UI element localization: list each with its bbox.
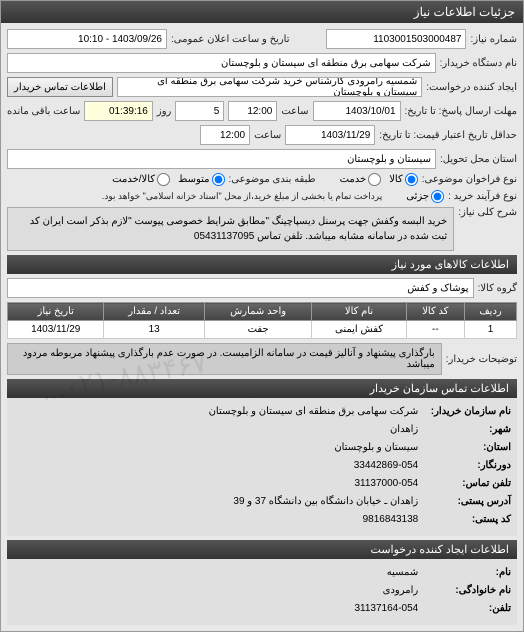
delivery-time: 12:00 bbox=[200, 125, 250, 145]
need-no-value: 1103001503000487 bbox=[326, 29, 466, 49]
creator-name: شمسیه bbox=[387, 567, 418, 578]
announce-dt-label: تاریخ و ساعت اعلان عمومی: bbox=[171, 34, 290, 45]
goods-section-title: اطلاعات کالاهای مورد نیاز bbox=[7, 255, 517, 274]
remain-label: ساعت باقی مانده bbox=[7, 106, 80, 117]
delivery-date: 1403/11/29 bbox=[285, 125, 375, 145]
contact-section-title: اطلاعات تماس سازمان خریدار bbox=[7, 379, 517, 398]
th-date: تاریخ نیاز bbox=[8, 303, 104, 321]
delivery-to-label: حداقل تاریخ اعتبار قیمت: تا تاریخ: bbox=[379, 130, 517, 141]
org-city: زاهدان bbox=[390, 424, 418, 435]
th-code: کد کالا bbox=[406, 303, 464, 321]
creator-tel: 31137164-054 bbox=[354, 603, 418, 614]
radio-goods[interactable]: کالا bbox=[389, 173, 418, 186]
type-label: طبقه بندی موضوعی: bbox=[229, 174, 316, 185]
need-no-label: شماره نیاز: bbox=[470, 34, 517, 45]
radio-service[interactable]: خدمت bbox=[340, 173, 382, 186]
pay-note: پرداخت تمام یا بخشی از مبلغ خرید،از محل … bbox=[102, 191, 382, 202]
org-name: شرکت سهامی برق منطقه ای سیستان و بلوچستا… bbox=[209, 406, 419, 417]
days-value: 5 bbox=[175, 101, 224, 121]
time-label: ساعت bbox=[281, 106, 308, 117]
goods-group-value: پوشاک و کفش bbox=[7, 278, 474, 298]
org-fax: 33442869-054 bbox=[354, 460, 419, 471]
requester-label: ایجاد کننده درخواست: bbox=[426, 82, 517, 93]
creator-section-title: اطلاعات ایجاد کننده درخواست bbox=[7, 540, 517, 559]
th-name: نام کالا bbox=[312, 303, 406, 321]
deadline-time: 12:00 bbox=[228, 101, 277, 121]
buyer-name-label: نام دستگاه خریدار: bbox=[440, 58, 517, 69]
org-province: سیستان و بلوچستان bbox=[334, 442, 418, 453]
creator-family: رامرودی bbox=[383, 585, 419, 596]
need-type-label: نوع فرآیند خرید : bbox=[448, 191, 517, 202]
creator-info-block: نام: شمسیه نام خانوادگی: رامرودی تلفن: 3… bbox=[7, 559, 517, 625]
class-radio-group: متوسط کالا/خدمت bbox=[112, 173, 224, 186]
th-unit: واحد شمارش bbox=[204, 303, 312, 321]
contact-buyer-button[interactable]: اطلاعات تماس خریدار bbox=[7, 77, 113, 97]
radio-small[interactable]: کالا/خدمت bbox=[112, 173, 170, 186]
remain-value: 01:39:16 bbox=[84, 101, 152, 121]
th-row: ردیف bbox=[465, 303, 517, 321]
org-info-block: نام سازمان خریدار: شرکت سهامی برق منطقه … bbox=[7, 398, 517, 536]
loc-label: استان محل تحویل: bbox=[440, 154, 517, 165]
requester-value: شمسیه رامرودی کارشناس خرید شرکت سهامی بر… bbox=[117, 77, 422, 97]
deadline-label: مهلت ارسال پاسخ: تا تاریخ: bbox=[405, 106, 517, 117]
org-postal: 9816843138 bbox=[363, 514, 419, 525]
radio-mid[interactable]: متوسط bbox=[178, 173, 224, 186]
org-address: زاهدان ـ خیابان دانشگاه بین دانشگاه 37 و… bbox=[233, 496, 418, 507]
subject-radio-group: کالا خدمت bbox=[340, 173, 418, 186]
goods-group-label: گروه کالا: bbox=[478, 283, 517, 294]
panel-title: جزئیات اطلاعات نیاز bbox=[1, 1, 523, 23]
loc-value: سیستان و بلوچستان bbox=[7, 149, 436, 169]
desc-label: شرح کلی نیاز: bbox=[458, 207, 517, 218]
announce-dt-value: 1403/09/26 - 10:10 bbox=[7, 29, 167, 49]
buyer-notes-label: توضیحات خریدار: bbox=[446, 354, 517, 365]
radio-partial[interactable]: جزئی bbox=[406, 190, 444, 203]
desc-text: خرید البسه وکفش جهت پرسنل دیسپاچینگ "مطا… bbox=[7, 207, 454, 251]
deadline-date: 1403/10/01 bbox=[313, 101, 401, 121]
org-phone: 31137000-054 bbox=[354, 478, 418, 489]
buyer-notes-value: بارگذاری پیشنهاد و آنالیز قیمت در سامانه… bbox=[7, 343, 442, 375]
table-row: 1 -- کفش ایمنی جفت 13 1403/11/29 bbox=[8, 321, 517, 339]
need-type-radio-group: جزئی bbox=[406, 190, 444, 203]
need-details-panel: جزئیات اطلاعات نیاز شماره نیاز: 11030015… bbox=[0, 0, 524, 632]
type-subj-label: نوع فراخوان موضوعی: bbox=[422, 174, 517, 185]
goods-table: ردیف کد کالا نام کالا واحد شمارش تعداد /… bbox=[7, 302, 517, 339]
buyer-name-value: شرکت سهامی برق منطقه ای سیستان و بلوچستا… bbox=[7, 53, 436, 73]
th-qty: تعداد / مقدار bbox=[104, 303, 204, 321]
days-label: روز bbox=[157, 106, 172, 117]
